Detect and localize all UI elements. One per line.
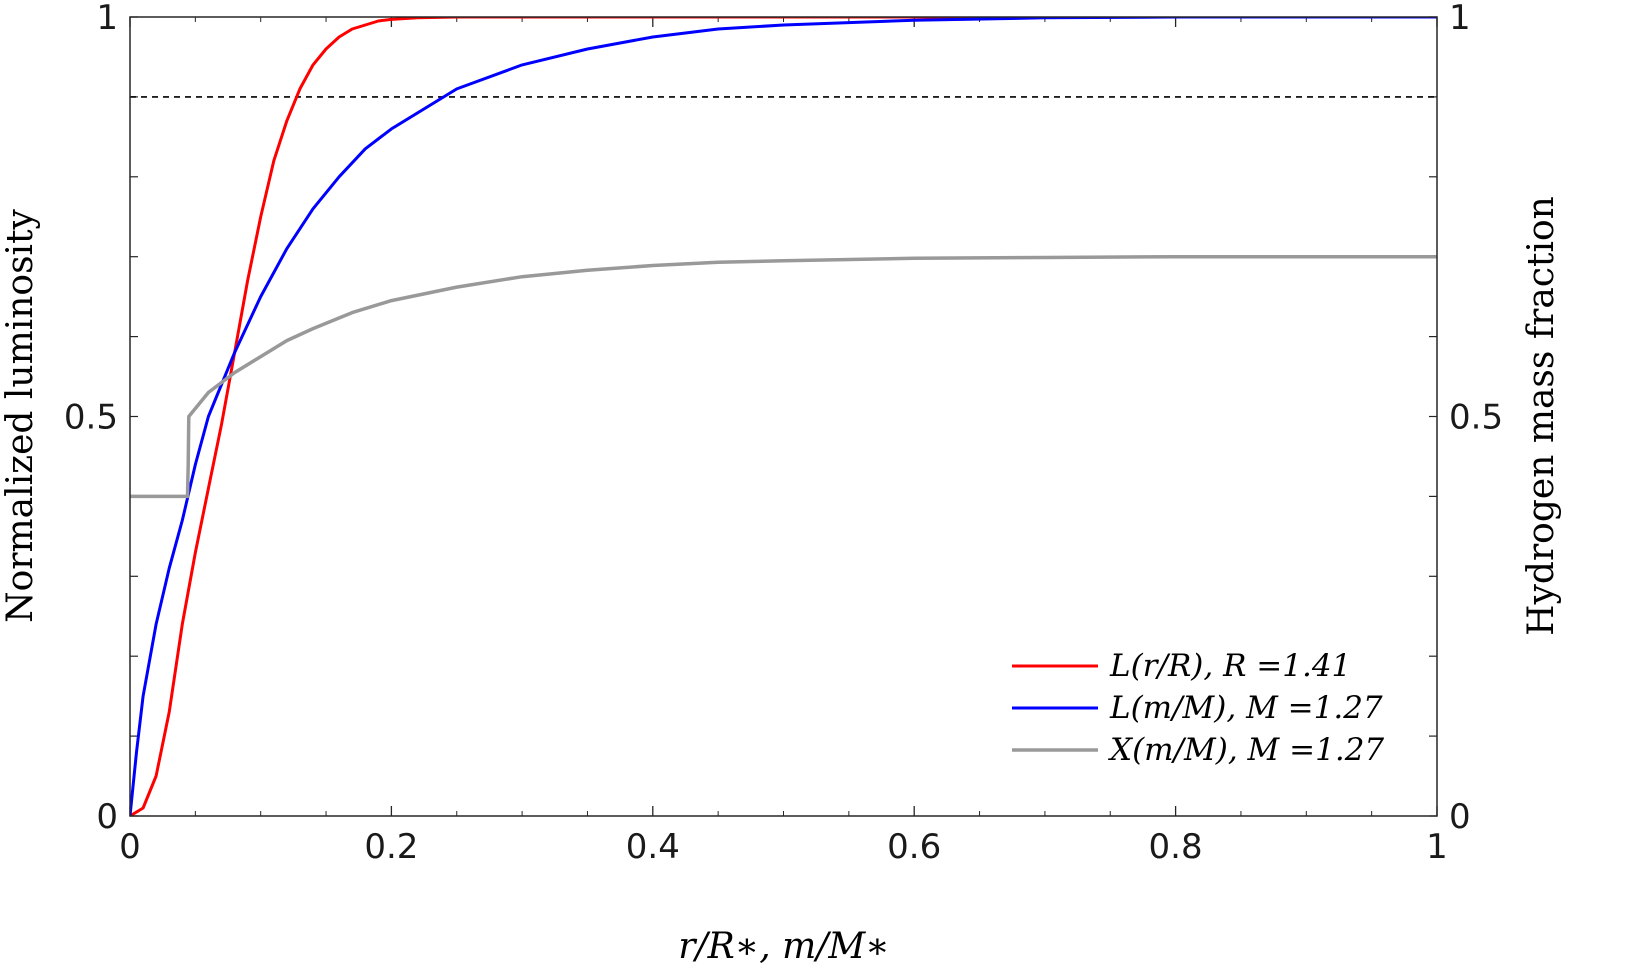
y-axis-right-title: Hydrogen mass fraction: [1521, 196, 1562, 636]
x-tick-label: 0.4: [626, 827, 680, 867]
series-line-3: [130, 254, 1437, 499]
legend-label-3: X(m/M), M =1.27: [1108, 732, 1384, 768]
legend-label-2: L(m/M), M =1.27: [1109, 690, 1383, 726]
x-tick-label: 1: [1426, 827, 1448, 867]
y-tick-label-right: 1: [1449, 0, 1471, 38]
series-line-1: [130, 17, 1437, 816]
x-tick-label: 0: [119, 827, 141, 867]
y-tick-label-left: 1: [96, 0, 118, 38]
plot-frame: [129, 16, 1438, 817]
series-line-2: [130, 17, 1437, 816]
y-axis-left-title: Normalized luminosity: [0, 208, 41, 622]
y-tick-label-right: 0: [1449, 797, 1471, 837]
x-tick-label: 0.6: [887, 827, 941, 867]
y-tick-label-right: 0.5: [1449, 398, 1503, 438]
x-tick-label: 0.2: [364, 827, 418, 867]
legend-label-1: L(r/R), R =1.41: [1109, 648, 1351, 684]
y-tick-label-left: 0.5: [64, 398, 118, 438]
x-axis-title: r/R∗, m/M∗: [678, 926, 889, 967]
x-tick-label: 0.8: [1149, 827, 1203, 867]
series-lines: [130, 17, 1437, 816]
legend: L(r/R), R =1.41 L(m/M), M =1.27 X(m/M), M …: [1012, 648, 1384, 768]
y-tick-label-left: 0: [96, 797, 118, 837]
